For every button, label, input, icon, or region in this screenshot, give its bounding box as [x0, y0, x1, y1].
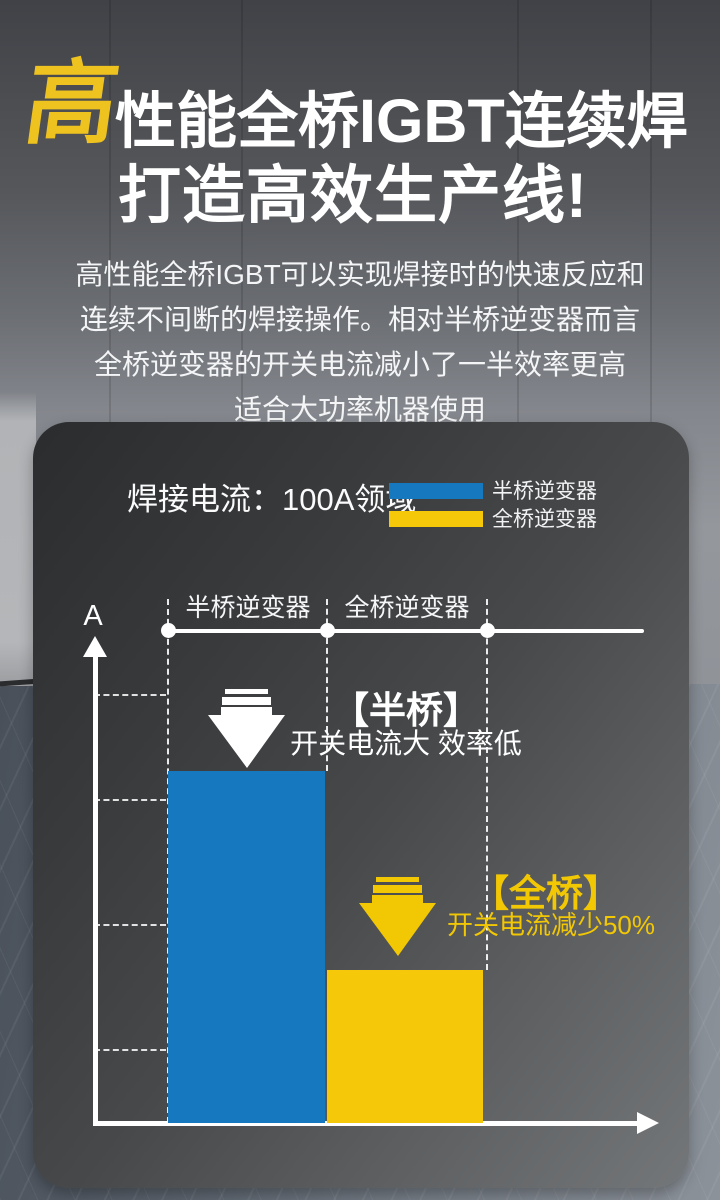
dashed-tick-horizontal: [94, 799, 166, 801]
dashed-tick-horizontal: [94, 924, 166, 926]
annotation-half-bridge-title: 【半桥】: [332, 690, 480, 731]
paragraph-line: 适合大功率机器使用: [233, 394, 486, 425]
x-axis-arrowhead-icon: [637, 1112, 659, 1134]
column-label-half-bridge: 半桥逆变器: [185, 594, 311, 622]
wall-seam: [517, 0, 519, 430]
wall-seam: [650, 0, 652, 430]
dashed-guide-vertical: [326, 599, 328, 771]
y-axis-unit-label: A: [83, 600, 103, 632]
hero-paragraph: 高性能全桥IGBT可以实现焊接时的快速反应和 连续不间断的焊接操作。相对半桥逆变…: [30, 252, 690, 432]
annotation-half-bridge-subtitle: 开关电流大 效率低: [290, 728, 522, 759]
bar-full-bridge: [327, 970, 483, 1123]
chart-title: 焊接电流：100A领域: [127, 482, 417, 517]
dashed-tick-horizontal: [94, 694, 166, 696]
column-label-full-bridge: 全桥逆变器: [344, 594, 470, 622]
hero-title-line1: 性能全桥IGBT连续焊: [115, 87, 688, 155]
paragraph-line: 连续不间断的焊接操作。相对半桥逆变器而言: [79, 304, 640, 335]
paragraph-line: 全桥逆变器的开关电流减小了一半效率更高: [93, 349, 626, 380]
hero-accent-char: 高: [18, 53, 126, 155]
hero-title-line2: 打造高效生产线!: [118, 161, 588, 231]
paragraph-line: 高性能全桥IGBT可以实现焊接时的快速反应和: [75, 259, 645, 290]
down-arrow-icon-yellow: [359, 877, 436, 956]
dashed-guide-vertical: [486, 599, 488, 970]
wall-seam: [109, 0, 111, 430]
legend-swatch-full-bridge: [389, 511, 483, 527]
top-rail-line: [168, 629, 644, 633]
y-axis-line: [93, 656, 98, 1123]
annotation-full-bridge-title: 【全桥】: [472, 873, 620, 914]
bar-half-bridge: [168, 771, 325, 1123]
annotation-full-bridge-subtitle: 开关电流减少50%: [446, 910, 656, 940]
y-axis-arrowhead-icon: [83, 636, 107, 657]
wall-seam: [241, 0, 243, 430]
dashed-tick-horizontal: [94, 1049, 166, 1051]
down-arrow-icon-white: [208, 689, 285, 768]
left-wall-strip: [0, 392, 36, 686]
legend-label-half-bridge: 半桥逆变器: [492, 480, 597, 503]
x-axis-line: [93, 1121, 638, 1126]
legend-label-full-bridge: 全桥逆变器: [492, 508, 597, 531]
chart-panel: 焊接电流：100A领域 半桥逆变器 全桥逆变器 半桥逆变器 全桥逆变器 A: [33, 422, 689, 1188]
legend-swatch-half-bridge: [389, 483, 483, 499]
